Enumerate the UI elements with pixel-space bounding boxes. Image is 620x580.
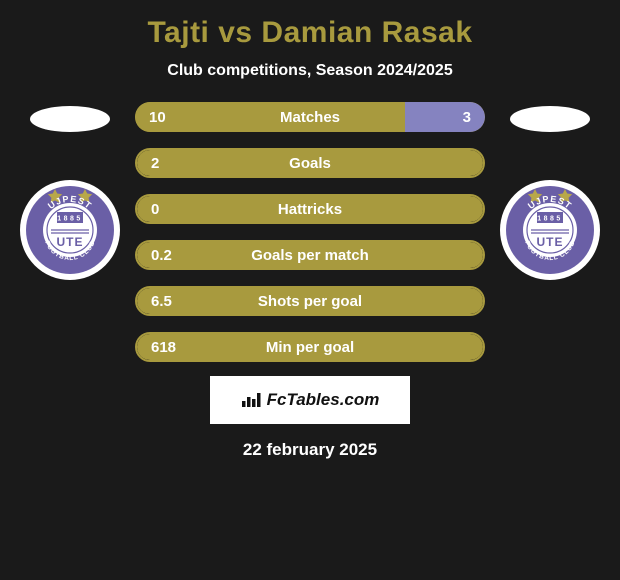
player-photo-placeholder-right — [510, 106, 590, 132]
stat-bar: 618Min per goal — [135, 332, 485, 362]
stat-label: Goals — [137, 155, 483, 172]
fctables-label: FcTables.com — [267, 390, 380, 410]
stat-bar: 0.2Goals per match — [135, 240, 485, 270]
stat-bar: 2Goals — [135, 148, 485, 178]
left-player-col: UJPEST FOOTBALL CLUB 1885 UTE — [10, 102, 130, 280]
ujpest-badge-icon: UJPEST FOOTBALL CLUB 1885 UTE — [20, 180, 120, 280]
club-badge-left: UJPEST FOOTBALL CLUB 1885 UTE — [20, 180, 120, 280]
stat-label: Matches — [135, 109, 485, 126]
stat-label: Shots per goal — [137, 293, 483, 310]
stat-bar: 6.5Shots per goal — [135, 286, 485, 316]
stat-label: Min per goal — [137, 339, 483, 356]
page-title: Tajti vs Damian Rasak — [147, 16, 472, 50]
svg-text:UTE: UTE — [57, 235, 84, 249]
stat-bar: 10Matches3 — [135, 102, 485, 132]
stat-value-right: 3 — [463, 109, 471, 126]
player-photo-placeholder-left — [30, 106, 110, 132]
infographic-date: 22 february 2025 — [243, 440, 377, 460]
ujpest-badge-icon: UJPEST FOOTBALL CLUB 1885 UTE — [500, 180, 600, 280]
fctables-watermark: FcTables.com — [210, 376, 410, 424]
main-area: UJPEST FOOTBALL CLUB 1885 UTE 10Matches3… — [0, 102, 620, 362]
stat-bar: 0Hattricks — [135, 194, 485, 224]
stats-bars: 10Matches3 2Goals 0Hattricks 0.2Goals per m… — [130, 102, 490, 362]
subtitle: Club competitions, Season 2024/2025 — [167, 62, 452, 80]
stat-label: Hattricks — [137, 201, 483, 218]
club-badge-right: UJPEST FOOTBALL CLUB 1885 UTE — [500, 180, 600, 280]
stat-label: Goals per match — [137, 247, 483, 264]
svg-text:1885: 1885 — [537, 216, 563, 223]
bars-icon — [241, 392, 261, 408]
svg-text:UTE: UTE — [537, 235, 564, 249]
svg-text:1885: 1885 — [57, 216, 83, 223]
comparison-infographic: Tajti vs Damian Rasak Club competitions,… — [0, 0, 620, 580]
right-player-col: UJPEST FOOTBALL CLUB 1885 UTE — [490, 102, 610, 280]
